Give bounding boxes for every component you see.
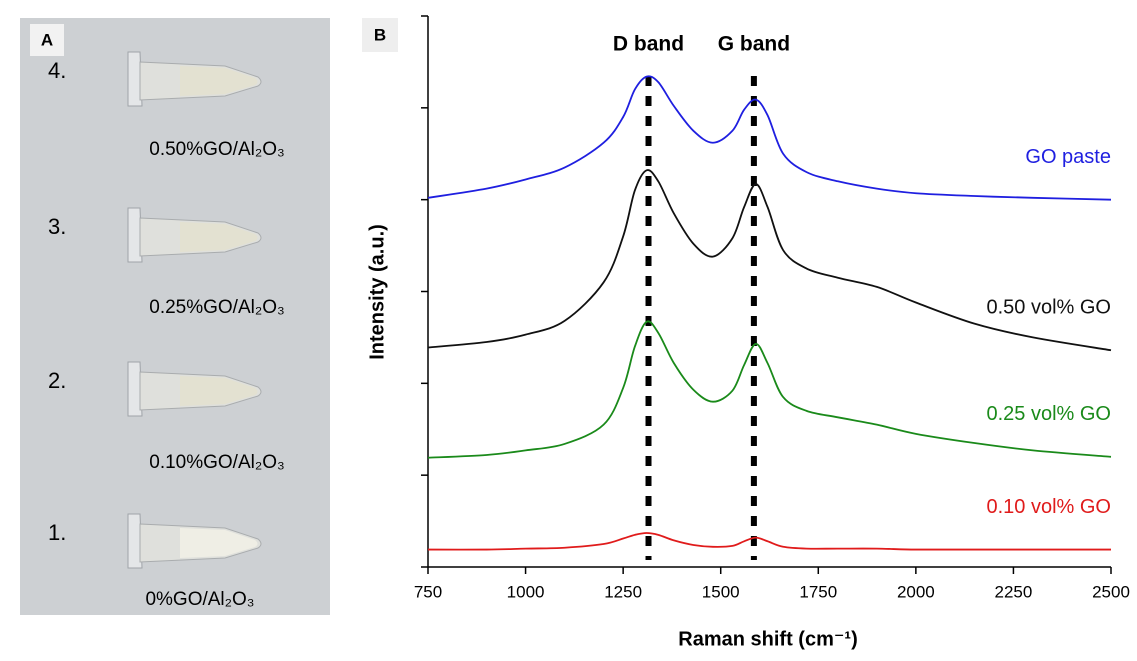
spectrum-line xyxy=(427,532,1111,551)
tube-cap xyxy=(127,361,143,417)
sample-caption: 0.25%GO/Al₂O₃ xyxy=(149,297,285,318)
x-tick-label: 1250 xyxy=(604,582,642,601)
x-tick-label: 1750 xyxy=(799,582,837,601)
photo-background xyxy=(20,18,330,615)
x-tick-label: 1500 xyxy=(702,582,740,601)
sample-number: 2. xyxy=(48,368,66,393)
sample-caption: 0%GO/Al₂O₃ xyxy=(145,589,254,610)
spectrum-line xyxy=(427,169,1112,352)
panel-label-box xyxy=(30,24,64,56)
band-label: D band xyxy=(613,33,684,56)
panel-label-box xyxy=(362,18,398,52)
series-label: GO paste xyxy=(1025,146,1111,168)
x-tick-label: 1000 xyxy=(507,582,545,601)
sample-number: 4. xyxy=(48,58,66,83)
tube-contents xyxy=(180,222,258,252)
tube-contents xyxy=(180,376,258,406)
sample-number: 1. xyxy=(48,520,66,545)
x-tick-label: 2250 xyxy=(995,582,1033,601)
x-tick-label: 2500 xyxy=(1092,582,1130,601)
spectrum-line xyxy=(427,320,1112,459)
tube-cap xyxy=(127,207,143,263)
series-label: 0.25 vol% GO xyxy=(986,403,1111,425)
x-tick-label: 2000 xyxy=(897,582,935,601)
tube-contents xyxy=(180,66,258,96)
x-axis-label: Raman shift (cm⁻¹) xyxy=(678,628,857,650)
series-label: 0.50 vol% GO xyxy=(986,297,1111,319)
tube-contents xyxy=(180,528,258,558)
sample-caption: 0.10%GO/Al₂O₃ xyxy=(149,452,285,473)
tube-cap xyxy=(127,513,143,569)
x-tick-label: 750 xyxy=(414,582,442,601)
tube-cap xyxy=(127,51,143,107)
panel-label: A xyxy=(41,30,53,49)
sample-number: 3. xyxy=(48,214,66,239)
series-label: 0.10 vol% GO xyxy=(986,496,1111,518)
spectrum-line xyxy=(427,75,1112,201)
panel-label: B xyxy=(374,25,386,44)
sample-caption: 0.50%GO/Al₂O₃ xyxy=(149,139,285,160)
y-axis-label: Intensity (a.u.) xyxy=(366,224,388,360)
band-label: G band xyxy=(718,33,790,56)
